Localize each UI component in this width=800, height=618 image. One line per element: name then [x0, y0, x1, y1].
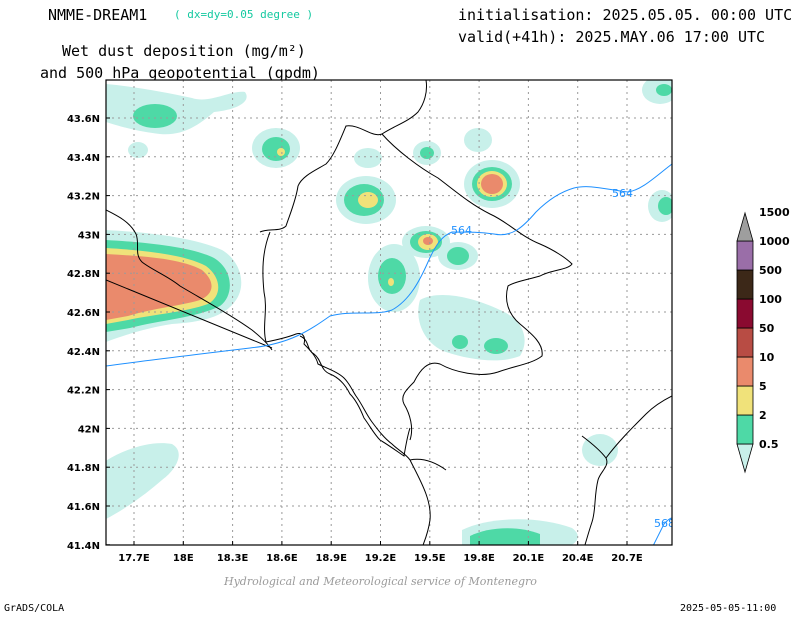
lat-tick-label: 42.6N: [67, 308, 100, 319]
colorbar-segment: [736, 327, 754, 358]
colorbar-label: 0.5: [759, 438, 779, 451]
deposition-10: [106, 174, 503, 320]
colorbar: 0.5 2 5 10 50 100 500 1000 1500: [736, 206, 790, 474]
latitude-labels: 43.6N 43.4N 43.2N 43N 42.8N 42.6N 42.4N 42.2N 42…: [67, 114, 110, 552]
lat-tick-label: 42.8N: [67, 269, 100, 280]
footer-software: GrADS/COLA: [4, 603, 65, 614]
lat-tick-label: 42.2N: [67, 386, 100, 397]
colorbar-label: 2: [759, 409, 767, 422]
lon-tick-label: 18.3E: [217, 553, 249, 564]
colorbar-upper-arrow: [736, 211, 754, 242]
contour-label-564-center: 564: [451, 224, 472, 237]
map-title-line1: Wet dust deposition (mg/m²): [62, 42, 306, 60]
colorbar-lower-arrow: [736, 443, 754, 474]
lon-tick-label: 18.9E: [315, 553, 347, 564]
lon-tick-label: 17.7E: [118, 553, 150, 564]
lat-tick-label: 43N: [78, 230, 100, 241]
lon-tick-label: 20.7E: [611, 553, 643, 564]
borders-coastline: [106, 80, 672, 545]
colorbar-label: 100: [759, 293, 782, 306]
map-title-line2: and 500 hPa geopotential (gpdm): [40, 64, 320, 82]
lat-tick-label: 42N: [78, 424, 100, 435]
lat-tick-label: 41.4N: [67, 541, 100, 552]
map-layers: 564 564 568: [106, 80, 675, 545]
colorbar-segment: [736, 240, 754, 271]
colorbar-label: 1500: [759, 206, 790, 219]
map-grid: [106, 80, 672, 545]
colorbar-segment: [736, 385, 754, 416]
lon-tick-label: 20.1E: [513, 553, 545, 564]
lat-tick-label: 43.4N: [67, 153, 100, 164]
colorbar-label: 10: [759, 351, 775, 364]
contour-label-564-east: 564: [612, 187, 633, 200]
lat-tick-label: 43.6N: [67, 114, 100, 125]
colorbar-label: 500: [759, 264, 782, 277]
lon-tick-label: 19.2E: [365, 553, 397, 564]
resolution-note: ( dx=dy=0.05 degree ): [174, 8, 314, 21]
lat-tick-label: 41.8N: [67, 463, 100, 474]
lat-tick-label: 41.6N: [67, 502, 100, 513]
valid-time: valid(+41h): 2025.MAY.06 17:00 UTC: [458, 28, 766, 46]
longitude-labels: 17.7E 18E 18.3E 18.6E 18.9E 19.2E 19.5E 19.8E 20…: [118, 541, 643, 564]
credit-text: Hydrological and Meteorological service …: [224, 575, 537, 588]
lon-tick-label: 20.4E: [562, 553, 594, 564]
model-name: NMME-DREAM1: [48, 6, 148, 24]
lon-tick-label: 19.5E: [414, 553, 446, 564]
lon-tick-label: 18E: [173, 553, 194, 564]
lat-tick-label: 43.2N: [67, 192, 100, 203]
colorbar-segment: [736, 269, 754, 300]
lat-tick-label: 42.4N: [67, 347, 100, 358]
footer-timestamp: 2025-05-05-11:00: [680, 603, 777, 614]
colorbar-segment: [736, 298, 754, 329]
geopotential-contours: [106, 163, 672, 545]
lon-tick-label: 18.6E: [266, 553, 298, 564]
colorbar-label: 5: [759, 380, 767, 393]
colorbar-label: 50: [759, 322, 775, 335]
colorbar-segment: [736, 356, 754, 387]
colorbar-segment: [736, 414, 754, 445]
colorbar-label: 1000: [759, 235, 790, 248]
initialisation-time: initialisation: 2025.05.05. 00:00 UTC: [458, 6, 793, 24]
contour-label-568: 568: [654, 517, 675, 530]
lon-tick-label: 19.8E: [463, 553, 495, 564]
